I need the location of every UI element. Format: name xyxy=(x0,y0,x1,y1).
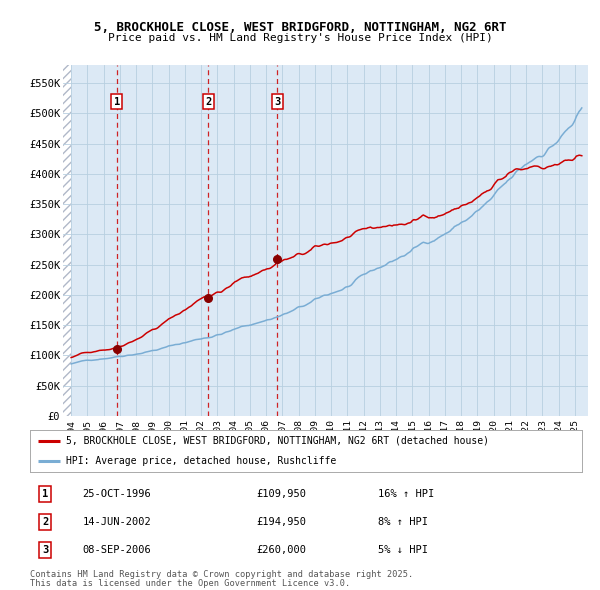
Text: 3: 3 xyxy=(274,97,281,107)
Text: Contains HM Land Registry data © Crown copyright and database right 2025.: Contains HM Land Registry data © Crown c… xyxy=(30,570,413,579)
Text: HPI: Average price, detached house, Rushcliffe: HPI: Average price, detached house, Rush… xyxy=(66,455,336,466)
Text: £260,000: £260,000 xyxy=(256,545,307,555)
Text: 5, BROCKHOLE CLOSE, WEST BRIDGFORD, NOTTINGHAM, NG2 6RT (detached house): 5, BROCKHOLE CLOSE, WEST BRIDGFORD, NOTT… xyxy=(66,436,489,446)
Text: 16% ↑ HPI: 16% ↑ HPI xyxy=(378,489,434,499)
Text: This data is licensed under the Open Government Licence v3.0.: This data is licensed under the Open Gov… xyxy=(30,579,350,588)
Text: 5% ↓ HPI: 5% ↓ HPI xyxy=(378,545,428,555)
Text: 8% ↑ HPI: 8% ↑ HPI xyxy=(378,517,428,527)
Text: 5, BROCKHOLE CLOSE, WEST BRIDGFORD, NOTTINGHAM, NG2 6RT: 5, BROCKHOLE CLOSE, WEST BRIDGFORD, NOTT… xyxy=(94,21,506,34)
Text: 1: 1 xyxy=(113,97,120,107)
Text: 14-JUN-2002: 14-JUN-2002 xyxy=(82,517,151,527)
Text: 2: 2 xyxy=(43,517,49,527)
Bar xyxy=(63,65,71,416)
Text: 1: 1 xyxy=(43,489,49,499)
Text: £194,950: £194,950 xyxy=(256,517,307,527)
Text: 2: 2 xyxy=(205,97,212,107)
Text: 25-OCT-1996: 25-OCT-1996 xyxy=(82,489,151,499)
Text: Price paid vs. HM Land Registry's House Price Index (HPI): Price paid vs. HM Land Registry's House … xyxy=(107,33,493,43)
Text: 08-SEP-2006: 08-SEP-2006 xyxy=(82,545,151,555)
Text: 3: 3 xyxy=(43,545,49,555)
Text: £109,950: £109,950 xyxy=(256,489,307,499)
